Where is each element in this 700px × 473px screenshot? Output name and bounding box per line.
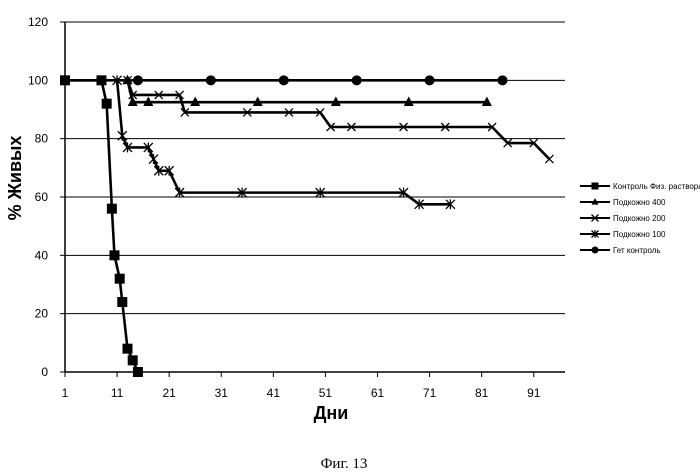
legend-label: Контроль Физ. раствора [613, 182, 700, 191]
data-point [149, 154, 158, 164]
x-tick-label: 51 [319, 386, 333, 400]
y-axis-ticks: 0 20 40 60 80 100 120 [28, 15, 65, 379]
gridlines [65, 22, 565, 314]
series-line [65, 80, 138, 372]
data-point [498, 75, 508, 85]
series-lines [60, 75, 553, 377]
series-line [128, 80, 550, 159]
data-point [133, 75, 143, 85]
legend-label: Гет контроль [613, 246, 661, 255]
x-tick-label: 91 [527, 386, 541, 400]
legend-label: Подкожно 100 [613, 230, 666, 239]
data-point [128, 355, 138, 365]
y-tick-label: 80 [35, 132, 49, 146]
x-tick-label: 41 [267, 386, 281, 400]
legend-label: Подкожно 200 [613, 214, 666, 223]
data-point [123, 344, 133, 354]
series-3 [124, 76, 554, 163]
legend-item: Контроль Физ. раствора [580, 182, 700, 191]
x-tick-label: 1 [62, 386, 69, 400]
x-tick-label: 81 [475, 386, 489, 400]
y-tick-label: 120 [28, 15, 48, 29]
data-point [279, 75, 289, 85]
data-point [117, 297, 127, 307]
legend-item: Подкожно 200 [580, 214, 666, 223]
legend: Контроль Физ. раствора Подкожно 400 Подкож… [580, 182, 700, 255]
x-tick-label: 21 [162, 386, 176, 400]
y-tick-label: 40 [35, 248, 49, 262]
y-axis-title: % Живых [5, 136, 25, 221]
series-line [117, 80, 450, 204]
y-tick-label: 60 [35, 190, 49, 204]
data-point [133, 367, 143, 377]
data-point [107, 204, 117, 214]
data-point [118, 131, 127, 141]
y-tick-label: 100 [28, 73, 48, 87]
data-point [592, 247, 599, 254]
data-point [545, 155, 553, 163]
data-point [206, 75, 216, 85]
series-1 [60, 75, 143, 377]
data-point [352, 75, 362, 85]
y-tick-label: 20 [35, 307, 49, 321]
data-point [425, 75, 435, 85]
data-point [592, 183, 599, 190]
legend-item: Гет контроль [580, 246, 661, 255]
y-tick-label: 0 [41, 365, 48, 379]
x-tick-label: 31 [215, 386, 229, 400]
legend-item: Подкожно 100 [580, 230, 666, 239]
data-point [115, 274, 125, 284]
x-tick-label: 61 [371, 386, 385, 400]
x-tick-label: 71 [423, 386, 437, 400]
x-axis-title: Дни [314, 403, 349, 423]
x-tick-label: 11 [111, 386, 124, 400]
legend-item: Подкожно 400 [580, 198, 666, 207]
data-point [109, 250, 119, 260]
figure-caption: Фиг. 13 [321, 456, 368, 472]
data-point [60, 75, 70, 85]
legend-label: Подкожно 400 [613, 198, 666, 207]
data-point [102, 99, 112, 109]
